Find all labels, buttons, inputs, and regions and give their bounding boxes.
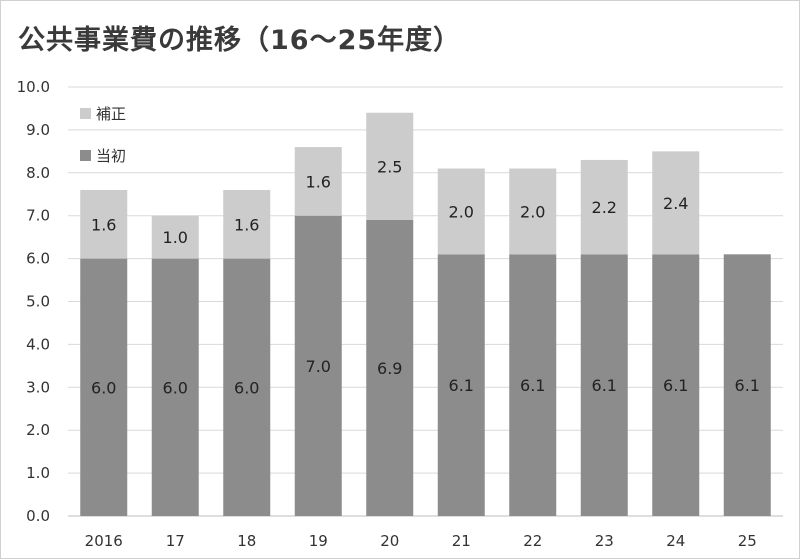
data-label-initial: 6.1 <box>735 376 760 395</box>
y-tick-label: 0.0 <box>26 507 50 525</box>
x-tick-label: 24 <box>666 532 685 550</box>
bar-initial <box>366 219 414 517</box>
data-label-supplementary: 1.0 <box>163 228 188 247</box>
y-axis: 0.0 1.0 2.0 3.0 4.0 5.0 6.0 7.0 8.0 9.0 10.0 <box>17 78 50 525</box>
data-label-initial: 6.0 <box>234 378 259 397</box>
bar-supplementary <box>437 168 485 255</box>
x-tick-label: 25 <box>738 532 757 550</box>
data-label-initial: 6.9 <box>377 359 402 378</box>
x-tick-label: 22 <box>523 532 542 550</box>
x-axis: 2016 17 18 19 20 21 22 23 24 25 <box>85 532 757 550</box>
y-tick-label: 3.0 <box>26 378 50 396</box>
data-label-initial: 6.0 <box>91 378 116 397</box>
bar-initial <box>437 254 485 516</box>
x-tick-label: 21 <box>452 532 471 550</box>
y-tick-label: 10.0 <box>17 78 50 96</box>
y-tick-label: 4.0 <box>26 335 50 353</box>
data-label-supplementary: 2.4 <box>663 194 688 213</box>
bar-supplementary <box>652 151 700 255</box>
x-tick-label: 2016 <box>85 532 123 550</box>
data-label-initial: 6.1 <box>592 376 617 395</box>
data-label-initial: 6.1 <box>449 376 474 395</box>
data-label-supplementary: 1.6 <box>91 215 116 234</box>
data-label-supplementary: 1.6 <box>234 215 259 234</box>
data-label-initial: 6.1 <box>520 376 545 395</box>
x-tick-label: 17 <box>166 532 185 550</box>
bar-initial <box>151 258 199 516</box>
legend-swatch <box>80 150 91 161</box>
legend-label: 当初 <box>96 147 126 165</box>
chart-title: 公共事業費の推移（16〜25年度） <box>18 25 462 56</box>
bar-initial <box>509 254 557 516</box>
bar-supplementary <box>80 189 128 259</box>
data-label-supplementary: 1.6 <box>306 172 331 191</box>
data-label-supplementary: 2.5 <box>377 157 402 176</box>
bar-initial <box>80 258 128 516</box>
x-tick-label: 23 <box>595 532 614 550</box>
bar-initial <box>294 215 342 516</box>
data-label-supplementary: 2.0 <box>449 202 474 221</box>
bar-supplementary <box>509 168 557 255</box>
x-tick-label: 18 <box>237 532 256 550</box>
x-tick-label: 19 <box>309 532 328 550</box>
legend-label: 補正 <box>96 105 126 123</box>
data-label-supplementary: 2.2 <box>592 198 617 217</box>
legend-swatch <box>80 108 91 119</box>
bars: 6.0 1.6 6.0 1.0 6.0 1.6 7.0 1.6 6.9 2.5 6.1 2.0 6.1 2… <box>80 112 771 517</box>
bar-supplementary <box>580 159 628 255</box>
y-tick-label: 1.0 <box>26 464 50 482</box>
y-tick-label: 2.0 <box>26 421 50 439</box>
bar-supplementary <box>151 215 199 259</box>
bar-initial <box>652 254 700 516</box>
x-tick-label: 20 <box>380 532 399 550</box>
bar-initial <box>223 258 271 516</box>
data-label-initial: 6.0 <box>163 378 188 397</box>
bar-initial <box>580 254 628 516</box>
bar-supplementary <box>223 189 271 259</box>
bar-initial <box>723 254 771 516</box>
y-tick-label: 8.0 <box>26 164 50 182</box>
data-label-initial: 6.1 <box>663 376 688 395</box>
data-label-initial: 7.0 <box>306 357 331 376</box>
bar-supplementary <box>366 112 414 220</box>
data-label-supplementary: 2.0 <box>520 202 545 221</box>
y-tick-label: 9.0 <box>26 121 50 139</box>
y-tick-label: 5.0 <box>26 293 50 311</box>
bar-supplementary <box>294 147 342 216</box>
y-tick-label: 6.0 <box>26 250 50 268</box>
y-tick-label: 7.0 <box>26 207 50 225</box>
